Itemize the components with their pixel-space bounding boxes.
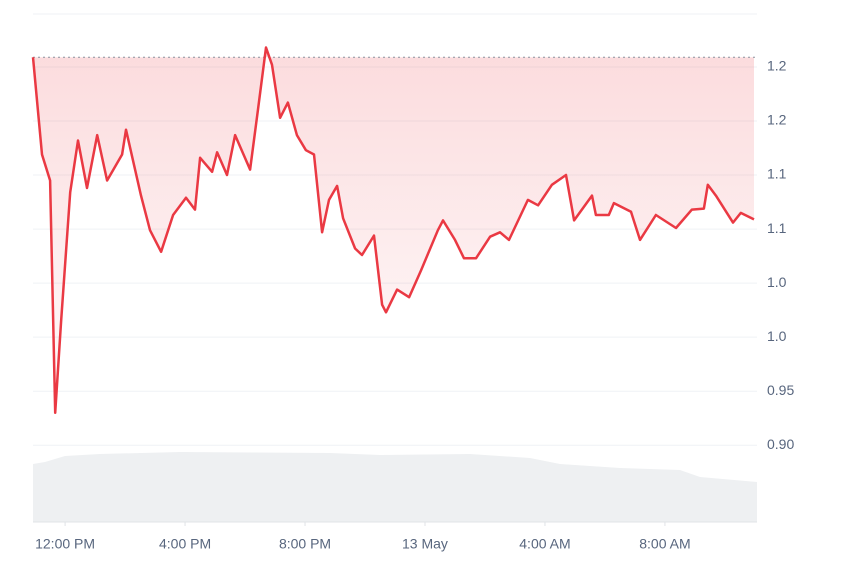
- price-line: [31, 46, 755, 415]
- y-tick-label: 0.90: [767, 436, 794, 452]
- x-tick-label: 8:00 PM: [279, 536, 331, 552]
- y-tick-label: 1.2: [767, 112, 787, 128]
- x-tick-label: 12:00 PM: [35, 536, 95, 552]
- volume-area: [33, 452, 757, 522]
- y-tick-label: 1.0: [767, 274, 787, 290]
- x-tick-label: 8:00 AM: [639, 536, 690, 552]
- y-tick-label: 1.2: [767, 58, 787, 74]
- y-tick-label: 1.0: [767, 328, 787, 344]
- x-tick-label: 4:00 PM: [159, 536, 211, 552]
- area-fill: [33, 47, 754, 413]
- y-tick-label: 1.1: [767, 166, 787, 182]
- y-tick-label: 1.1: [767, 220, 787, 236]
- y-tick-label: 0.95: [767, 382, 794, 398]
- x-tick-label: 13 May: [402, 536, 448, 552]
- x-tick-label: 4:00 AM: [519, 536, 570, 552]
